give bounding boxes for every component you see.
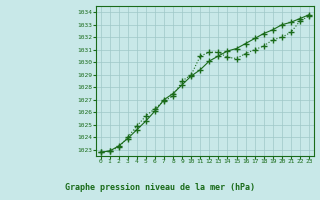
Text: Graphe pression niveau de la mer (hPa): Graphe pression niveau de la mer (hPa) bbox=[65, 183, 255, 192]
